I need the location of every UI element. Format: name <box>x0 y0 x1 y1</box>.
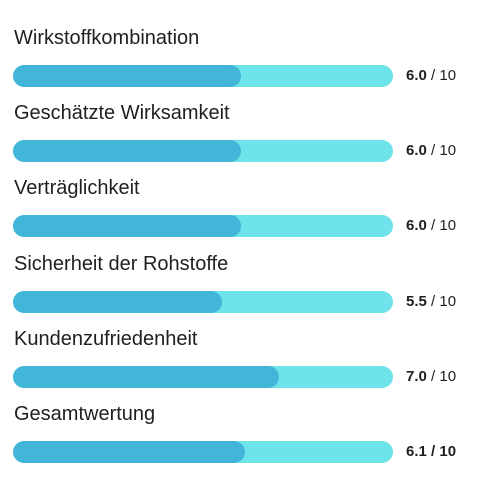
score-max: 10 <box>439 67 457 84</box>
rating-score: 6.0 / 10 <box>406 216 456 236</box>
score-value: 6.1 <box>406 443 427 460</box>
score-separator: / <box>426 293 440 310</box>
rating-score-total: 6.1 / 10 <box>406 442 456 462</box>
rating-label: Verträglichkeit <box>14 177 140 199</box>
score-value: 6.0 <box>406 217 427 234</box>
rating-score: 5.5 / 10 <box>406 292 456 312</box>
rating-bar-track <box>13 215 393 237</box>
rating-row-sicherheit-der-rohstoffe: Sicherheit der Rohstoffe 5.5 / 10 <box>0 251 482 326</box>
rating-bar-fill <box>13 441 245 463</box>
score-value: 7.0 <box>406 368 427 385</box>
score-separator: / <box>426 142 440 159</box>
score-separator: / <box>426 368 440 385</box>
score-max: 10 <box>439 443 457 460</box>
rating-bar-fill <box>13 366 279 388</box>
rating-label: Kundenzufriedenheit <box>14 328 198 350</box>
rating-label: Sicherheit der Rohstoffe <box>14 253 229 275</box>
rating-bar-track <box>13 65 393 87</box>
score-max: 10 <box>439 217 457 234</box>
score-max: 10 <box>439 293 457 310</box>
rating-label: Wirkstoffkombination <box>14 27 200 49</box>
score-max: 10 <box>439 142 457 159</box>
rating-bar-track <box>13 140 393 162</box>
rating-bar-track <box>13 441 393 463</box>
rating-score: 6.0 / 10 <box>406 66 456 86</box>
rating-score: 6.0 / 10 <box>406 141 456 161</box>
score-max: 10 <box>439 368 457 385</box>
score-separator: / <box>426 443 440 460</box>
score-separator: / <box>426 217 440 234</box>
score-value: 6.0 <box>406 142 427 159</box>
rating-row-geschaetzte-wirksamkeit: Geschätzte Wirksamkeit 6.0 / 10 <box>0 100 482 175</box>
rating-label: Gesamtwertung <box>14 403 156 425</box>
rating-row-vertraeglichkeit: Verträglichkeit 6.0 / 10 <box>0 175 482 250</box>
rating-label: Geschätzte Wirksamkeit <box>14 102 230 124</box>
score-value: 5.5 <box>406 293 427 310</box>
rating-bar-fill <box>13 65 241 87</box>
rating-row-kundenzufriedenheit: Kundenzufriedenheit 7.0 / 10 <box>0 326 482 401</box>
score-value: 6.0 <box>406 67 427 84</box>
rating-score: 7.0 / 10 <box>406 367 456 387</box>
rating-bar-track <box>13 366 393 388</box>
rating-bar-fill <box>13 291 222 313</box>
score-separator: / <box>426 67 440 84</box>
rating-bar-fill <box>13 140 241 162</box>
rating-row-wirkstoffkombination: Wirkstoffkombination 6.0 / 10 <box>0 25 482 100</box>
rating-bar-track <box>13 291 393 313</box>
rating-row-gesamtwertung: Gesamtwertung 6.1 / 10 <box>0 401 482 476</box>
rating-bar-fill <box>13 215 241 237</box>
